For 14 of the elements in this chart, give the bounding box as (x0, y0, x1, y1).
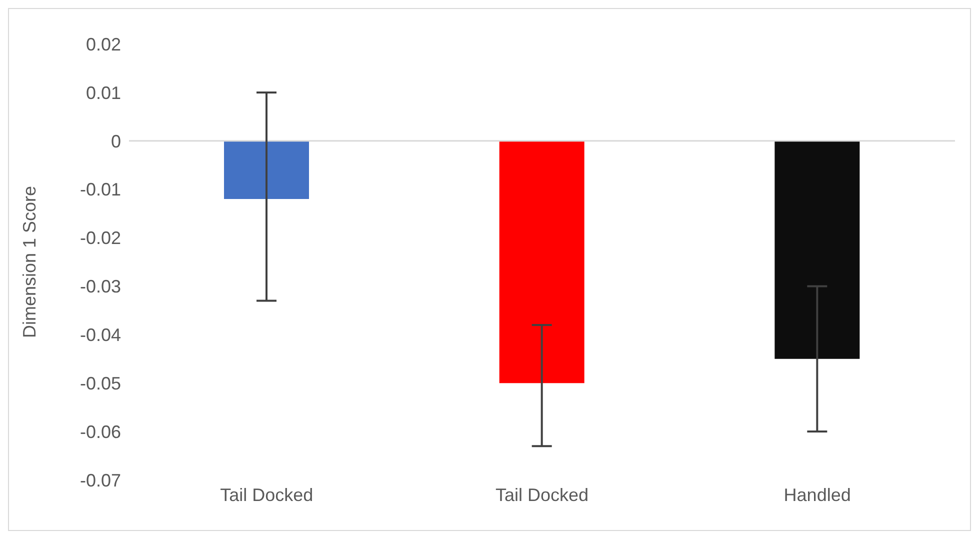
y-tick-label: -0.05 (80, 374, 121, 394)
x-tick-label: Tail Docked (495, 484, 589, 505)
y-tick-label: -0.04 (80, 325, 121, 346)
y-axis-title: Dimension 1 Score (19, 186, 40, 338)
y-tick-label: -0.01 (80, 180, 121, 200)
y-tick-label: -0.02 (80, 228, 121, 248)
y-tick-label: -0.03 (80, 276, 121, 297)
x-tick-label: Handled (784, 484, 851, 505)
y-tick-label: -0.06 (80, 422, 121, 442)
y-tick-label: 0.01 (86, 82, 121, 103)
x-tick-label: Tail Docked (220, 484, 314, 505)
y-tick-label: 0 (110, 131, 121, 152)
y-tick-label: 0.02 (86, 34, 121, 54)
y-tick-label: -0.07 (80, 470, 121, 490)
